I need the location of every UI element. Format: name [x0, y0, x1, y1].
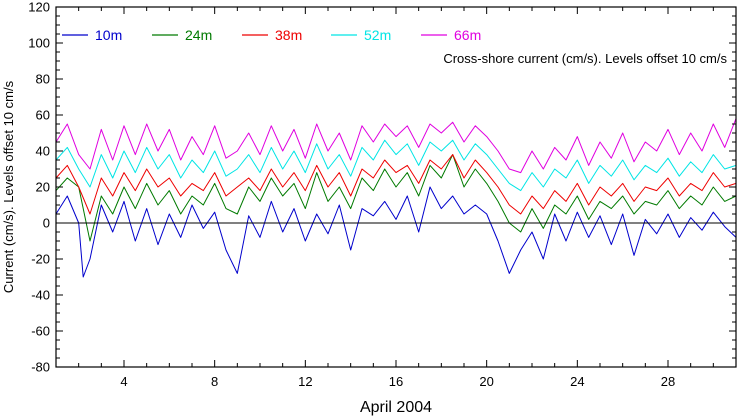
y-tick-label: 80	[36, 72, 50, 87]
y-tick-label: 20	[36, 180, 50, 195]
x-tick-label: 28	[661, 374, 675, 389]
y-tick-label: 120	[28, 0, 50, 15]
x-axis-label: April 2004	[360, 399, 432, 416]
legend-label-24m: 24m	[185, 27, 212, 43]
series-line-10m	[55, 186, 737, 278]
y-tick-label: -40	[31, 288, 50, 303]
series-line-24m	[55, 154, 737, 242]
legend-label-10m: 10m	[95, 27, 122, 43]
x-tick-label: 12	[298, 374, 312, 389]
y-tick-label: 40	[36, 144, 50, 159]
x-tick-label: 8	[211, 374, 218, 389]
x-tick-label: 4	[120, 374, 127, 389]
y-tick-label: 0	[43, 216, 50, 231]
y-tick-label: -20	[31, 252, 50, 267]
y-tick-label: 100	[28, 36, 50, 51]
x-tick-label: 24	[570, 374, 584, 389]
legend-label-38m: 38m	[275, 27, 302, 43]
legend-label-52m: 52m	[364, 27, 391, 43]
x-tick-label: 20	[479, 374, 493, 389]
x-tick-label: 16	[389, 374, 403, 389]
y-tick-label: -80	[31, 360, 50, 375]
series-line-52m	[55, 139, 737, 192]
chart-annotation: Cross-shore current (cm/s). Levels offse…	[443, 51, 727, 66]
y-axis-label: Current (cm/s). Levels offset 10 cm/s	[1, 80, 16, 293]
y-tick-label: 60	[36, 108, 50, 123]
legend: 10m 24m 38m 52m 66m	[62, 27, 481, 43]
legend-label-66m: 66m	[454, 27, 481, 43]
series-line-66m	[55, 118, 737, 174]
y-tick-label: -60	[31, 324, 50, 339]
series-line-38m	[55, 154, 737, 215]
ticks-layer: -80 -60 -40 -20 0 20 40 60 80 100 120 4 8 12 16 20 24 28	[28, 0, 737, 389]
series-layer	[55, 118, 737, 278]
